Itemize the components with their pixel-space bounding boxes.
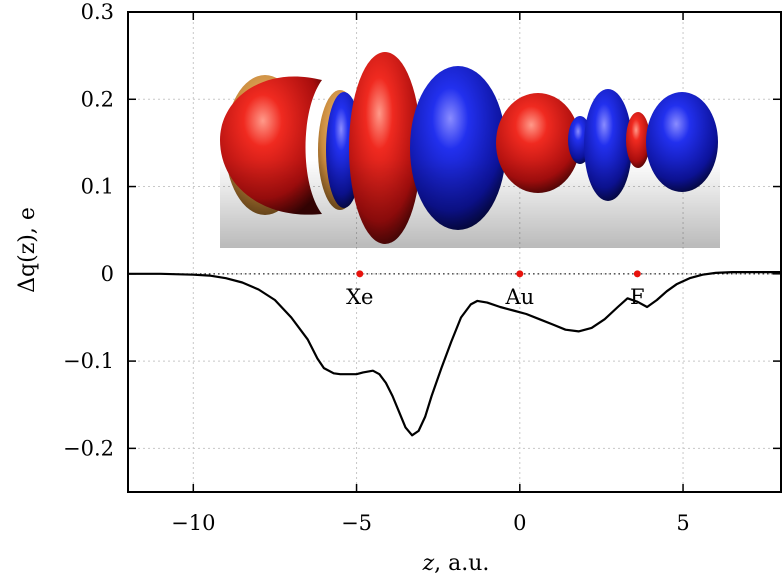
- y-tick-label: 0: [101, 262, 114, 286]
- x-tick-label: 0: [513, 511, 526, 535]
- x-tick-label: −5: [341, 511, 372, 535]
- isosurface-illustration: [220, 52, 720, 248]
- isosurface-shading: [220, 52, 720, 248]
- atom-label: Xe: [346, 285, 373, 309]
- atom-label: F: [630, 285, 645, 309]
- atom-marker: [516, 270, 524, 278]
- x-axis-label-unit: , a.u.: [434, 551, 489, 576]
- x-tick-label: 5: [676, 511, 689, 535]
- y-tick-label: −0.1: [63, 349, 114, 373]
- atom-marker: [633, 270, 641, 278]
- y-tick-label: 0.1: [81, 175, 114, 199]
- charge-difference-curve: [128, 271, 781, 437]
- plot-frame: [127, 11, 782, 493]
- atom-marker: [356, 270, 364, 278]
- atom-label: Au: [504, 285, 534, 309]
- x-axis-label: z, a.u.: [422, 551, 490, 576]
- axis-ticks: −10 −5 0 5 0.3 0.2 0.1 0 −0.1 −0.2: [63, 0, 781, 535]
- y-tick-label: −0.2: [63, 436, 114, 460]
- y-axis-label: Δq(z), e: [15, 207, 40, 293]
- atom-markers: Xe Au F: [346, 270, 645, 309]
- y-tick-label: 0.3: [81, 0, 114, 24]
- y-tick-label: 0.2: [81, 87, 114, 111]
- x-tick-label: −10: [171, 511, 215, 535]
- x-axis-label-variable: z: [422, 551, 435, 576]
